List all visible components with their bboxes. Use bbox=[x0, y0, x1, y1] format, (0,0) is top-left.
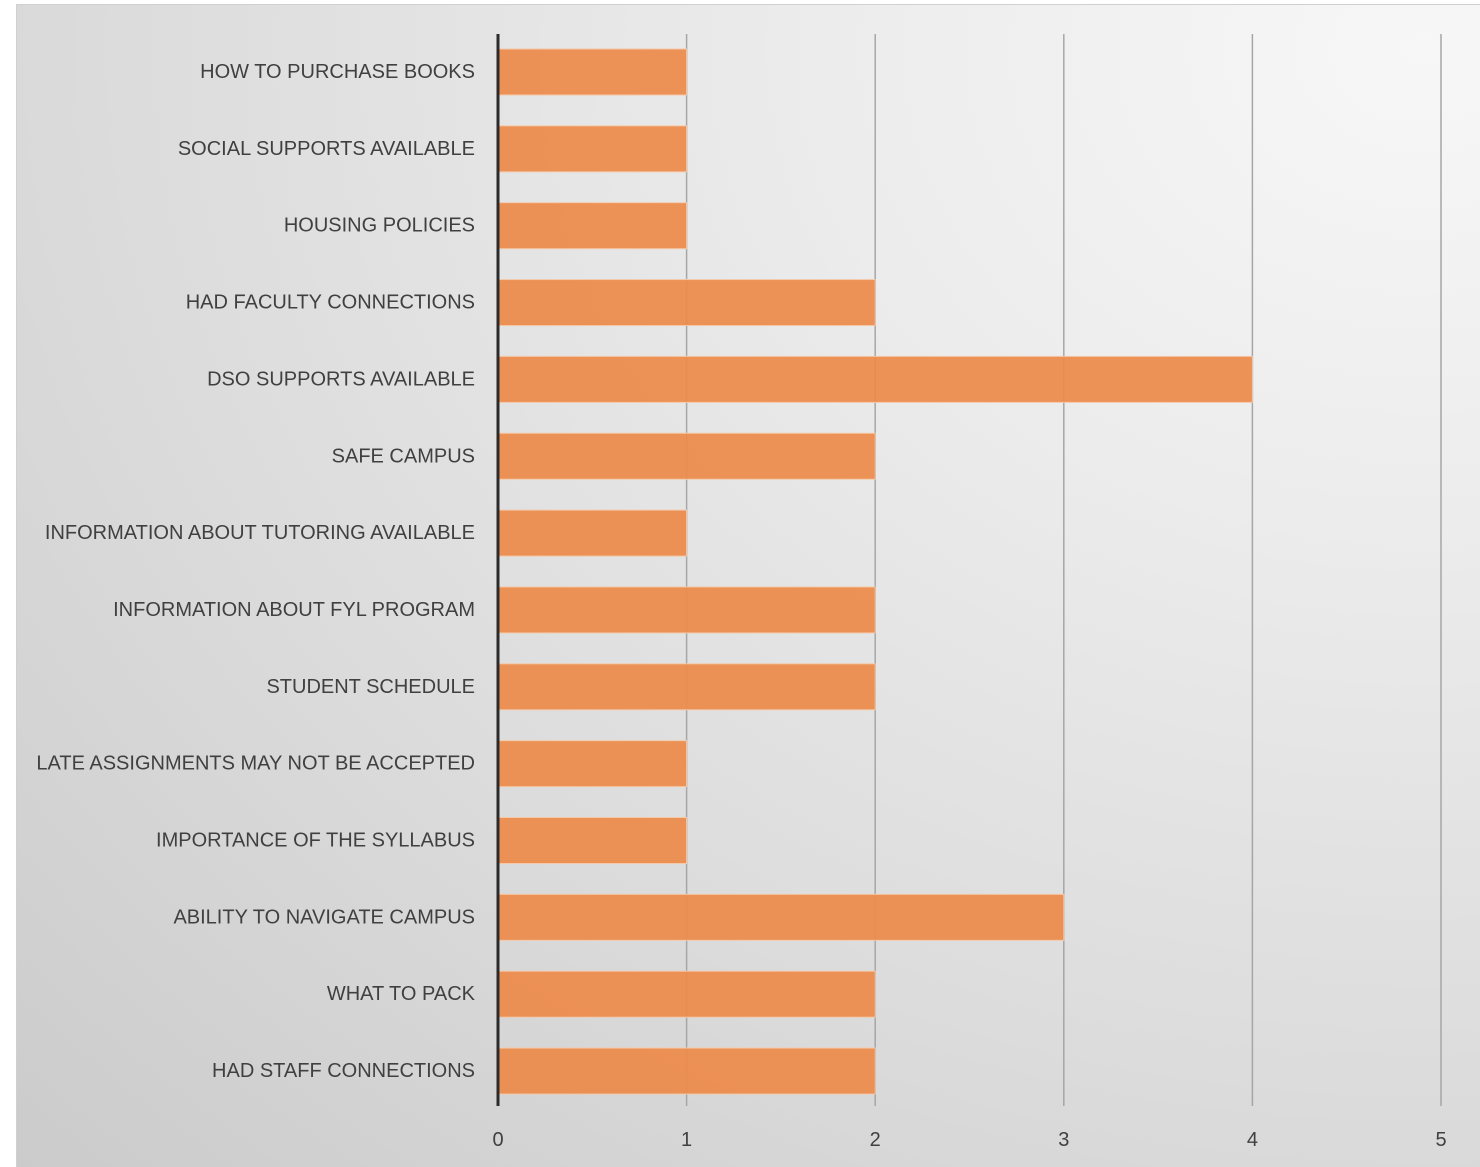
category-label: HOW TO PURCHASE BOOKS bbox=[200, 61, 475, 83]
bar bbox=[497, 125, 688, 173]
bar bbox=[497, 893, 1065, 941]
category-label: INFORMATION ABOUT TUTORING AVAILABLE bbox=[45, 522, 475, 544]
category-label: ABILITY TO NAVIGATE CAMPUS bbox=[173, 906, 475, 928]
bar bbox=[497, 48, 688, 96]
bar bbox=[497, 1047, 876, 1095]
bar bbox=[497, 432, 876, 480]
bar bbox=[497, 586, 876, 634]
category-label: INFORMATION ABOUT FYL PROGRAM bbox=[113, 599, 475, 621]
category-label: HOUSING POLICIES bbox=[284, 215, 475, 237]
bar bbox=[497, 970, 876, 1018]
category-label: DSO SUPPORTS AVAILABLE bbox=[207, 368, 475, 390]
category-labels: HOW TO PURCHASE BOOKS SOCIAL SUPPORTS AVA… bbox=[36, 61, 475, 1082]
category-label: IMPORTANCE OF THE SYLLABUS bbox=[156, 830, 475, 852]
category-label: HAD STAFF CONNECTIONS bbox=[212, 1060, 475, 1082]
bar bbox=[497, 817, 688, 864]
bar bbox=[497, 279, 876, 327]
category-label: STUDENT SCHEDULE bbox=[266, 676, 475, 698]
bar bbox=[497, 355, 1253, 403]
x-tick-label: 0 bbox=[492, 1129, 503, 1151]
x-tick-label: 2 bbox=[870, 1129, 881, 1151]
x-tick-label: 5 bbox=[1435, 1129, 1446, 1151]
category-label: LATE ASSIGNMENTS MAY NOT BE ACCEPTED bbox=[36, 753, 475, 775]
category-label: SAFE CAMPUS bbox=[332, 445, 475, 467]
category-label: HAD FACULTY CONNECTIONS bbox=[186, 292, 475, 314]
category-label: SOCIAL SUPPORTS AVAILABLE bbox=[178, 138, 475, 160]
bar bbox=[497, 202, 688, 250]
bar bbox=[497, 663, 876, 711]
bars bbox=[497, 48, 1253, 1095]
bar bbox=[497, 509, 688, 557]
gridlines bbox=[685, 34, 1442, 1106]
bar bbox=[497, 740, 688, 788]
x-tick-label: 4 bbox=[1247, 1129, 1258, 1151]
x-tick-label: 3 bbox=[1058, 1129, 1069, 1151]
x-tick-label: 1 bbox=[681, 1129, 692, 1151]
x-tick-labels: 0 1 2 3 4 5 bbox=[492, 1129, 1446, 1151]
category-label: WHAT TO PACK bbox=[327, 983, 476, 1005]
